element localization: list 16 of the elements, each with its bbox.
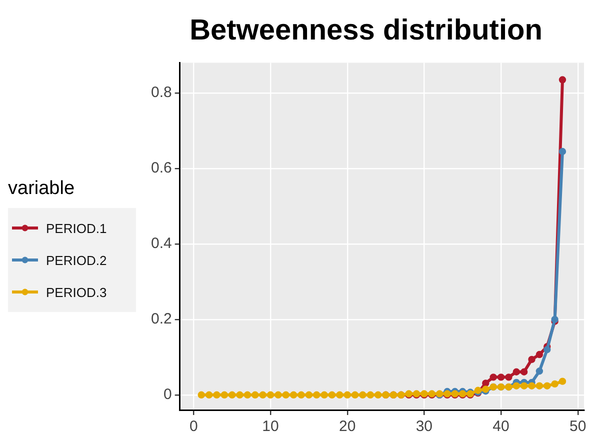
- x-tick-label: 50: [570, 418, 586, 436]
- y-tick-label: 0.6: [150, 160, 172, 177]
- legend-label: PERIOD.2: [46, 252, 107, 268]
- x-tick-label: 10: [262, 418, 279, 436]
- x-tick-label: 20: [339, 418, 356, 436]
- x-tick-label: 40: [492, 418, 510, 436]
- legend-label: PERIOD.3: [46, 284, 107, 300]
- chart-title: Betweenness distribution: [190, 14, 542, 46]
- legend-title: variable: [8, 178, 76, 200]
- x-tick-label: 30: [416, 418, 433, 436]
- x-tick-label: 0: [190, 418, 198, 436]
- y-tick-label: 0.2: [150, 310, 172, 328]
- legend-label: PERIOD.1: [46, 220, 107, 236]
- y-tick-label: 0: [164, 386, 172, 404]
- y-tick-label: 0.8: [150, 84, 172, 102]
- y-tick-label: 0.4: [150, 235, 172, 252]
